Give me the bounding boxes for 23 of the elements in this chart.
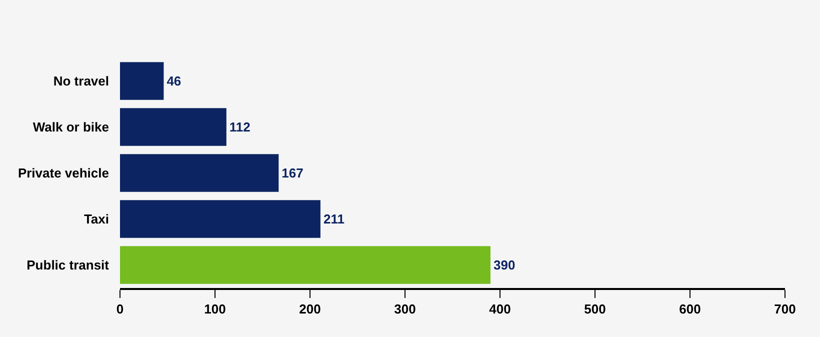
data-label: 390 — [494, 258, 516, 272]
y-tick-label: Public transit — [26, 258, 110, 273]
y-tick-label: No travel — [53, 74, 109, 89]
data-label: 167 — [282, 166, 304, 180]
bar — [120, 200, 320, 238]
bar — [120, 246, 490, 284]
x-tick-label: 700 — [774, 301, 796, 316]
bar — [120, 108, 226, 146]
x-tick-label: 0 — [116, 301, 124, 316]
y-tick-label: Taxi — [84, 212, 109, 227]
data-label: 46 — [166, 74, 182, 88]
data-label: 112 — [229, 120, 250, 134]
x-tick-label: 500 — [584, 301, 606, 316]
bar — [120, 154, 279, 192]
x-tick-label: 300 — [394, 301, 416, 316]
y-tick-label: Walk or bike — [32, 120, 109, 135]
x-tick-label: 200 — [299, 301, 321, 316]
data-label: 211 — [323, 212, 344, 226]
y-tick-label: Private vehicle — [18, 166, 109, 181]
bar — [120, 62, 164, 100]
x-tick-label: 400 — [489, 301, 511, 316]
x-tick-label: 600 — [679, 301, 701, 316]
x-tick-label: 100 — [204, 301, 226, 316]
